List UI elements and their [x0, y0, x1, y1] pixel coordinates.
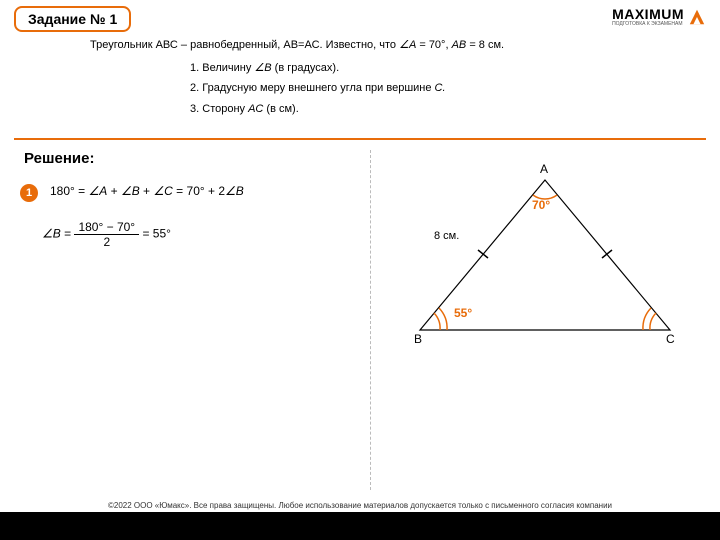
stmt-pre: Треугольник АВС – равнобедренный, АВ=АС.…: [90, 39, 399, 51]
eq1-b: ∠A: [89, 184, 108, 198]
problem-items: 1. Величину ∠B (в градусах). 2. Градусну…: [190, 59, 690, 119]
logo-icon: [688, 8, 706, 26]
solution-label: Решение:: [24, 150, 94, 167]
eq1-h: ∠B: [225, 184, 244, 198]
task-label: Задание № 1: [28, 11, 117, 27]
task-badge: Задание № 1: [14, 6, 131, 32]
eq1-c: +: [107, 184, 121, 198]
item1-post: (в градусах).: [272, 62, 340, 74]
eq-line1: 180° = ∠A + ∠B + ∠C = 70° + 2∠B: [50, 184, 244, 198]
problem-statement: Треугольник АВС – равнобедренный, АВ=АС.…: [90, 36, 690, 121]
stmt-ab: AB: [452, 39, 467, 51]
step-1-badge: 1: [20, 184, 38, 202]
eq-line2: ∠B = 180° − 70°2 = 55°: [42, 220, 171, 249]
eq2-num: 180° − 70°: [74, 220, 139, 235]
eq2-eq: =: [61, 227, 75, 241]
eq1-e: +: [140, 184, 154, 198]
angle-a-value: 70°: [532, 198, 550, 212]
item2-sym: C.: [435, 82, 446, 94]
eq2-rhs: = 55°: [139, 227, 171, 241]
item1-pre: Величину: [202, 62, 254, 74]
tick-ab: [478, 250, 488, 258]
eq2-lhs: ∠B: [42, 227, 61, 241]
vertical-divider: [370, 150, 371, 490]
vertex-b-label: B: [414, 332, 422, 346]
copyright: ©2022 ООО «Юмакс». Все права защищены. Л…: [0, 501, 720, 510]
arc-c1: [650, 313, 656, 330]
logo-sub: ПОДГОТОВКА К ЭКЗАМЕНАМ: [612, 22, 684, 27]
eq2-frac: 180° − 70°2: [74, 220, 139, 249]
eq1-g: = 70° + 2: [173, 184, 225, 198]
item3-post: (в см).: [263, 103, 298, 115]
side-ab-label: 8 см.: [434, 230, 459, 242]
item2-n: 2.: [190, 82, 199, 94]
stmt-angleA: ∠A: [399, 39, 416, 51]
triangle-diagram: A B C 70° 55° 8 см.: [400, 170, 690, 360]
logo: MAXIMUM ПОДГОТОВКА К ЭКЗАМЕНАМ: [612, 6, 706, 27]
eq1-d: ∠B: [121, 184, 140, 198]
eq2-den: 2: [74, 235, 139, 249]
vertex-a-label: A: [540, 162, 548, 176]
item3-pre: Сторону: [202, 103, 248, 115]
divider: [14, 138, 706, 140]
item1-n: 1.: [190, 62, 199, 74]
item3-n: 3.: [190, 103, 199, 115]
item2-pre: Градусную меру внешнего угла при вершине: [202, 82, 434, 94]
logo-text: MAXIMUM: [612, 6, 684, 22]
footer-bar: [0, 512, 720, 540]
item3-sym: AC: [248, 103, 263, 115]
item1-sym: ∠B: [254, 62, 271, 74]
stmt-angleA-val: = 70°,: [416, 39, 451, 51]
eq1-f: ∠C: [153, 184, 172, 198]
vertex-c-label: C: [666, 332, 675, 346]
step-1-n: 1: [26, 187, 32, 199]
eq1-a: 180° =: [50, 184, 89, 198]
tick-ac: [602, 250, 612, 258]
stmt-ab-val: = 8 см.: [466, 39, 504, 51]
arc-b1: [434, 313, 440, 330]
angle-b-value: 55°: [454, 306, 472, 320]
